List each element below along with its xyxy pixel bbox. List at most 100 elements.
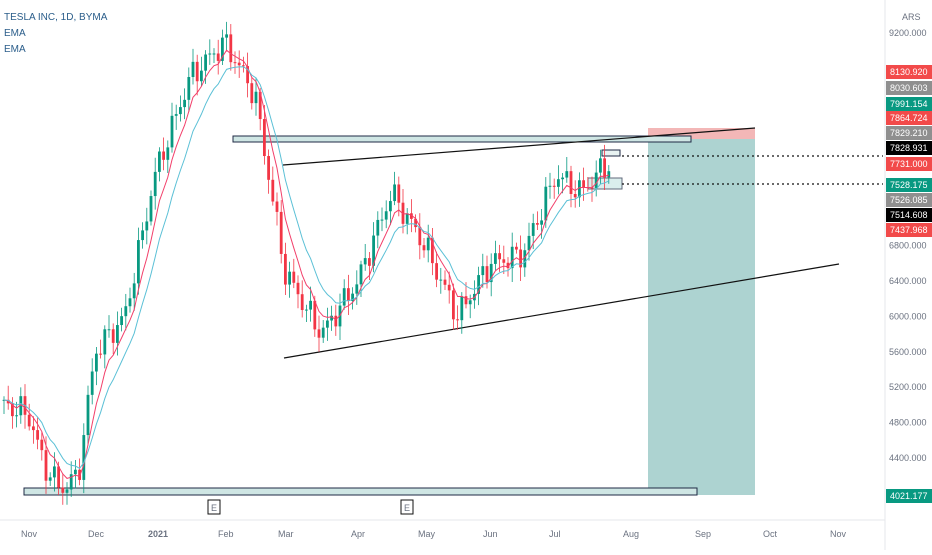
- candle-body: [90, 371, 94, 395]
- candle-body: [544, 186, 548, 221]
- candle-body: [237, 62, 241, 66]
- price-badge-label: 7526.085: [890, 195, 928, 205]
- candle-body: [489, 263, 493, 283]
- candle-body: [536, 223, 539, 225]
- earnings-marker-1-label: E: [211, 503, 217, 513]
- candle-body: [195, 61, 199, 82]
- time-tick-label: Nov: [21, 529, 38, 539]
- candle-body: [431, 237, 434, 264]
- candle-body: [124, 306, 128, 317]
- price-badge: [886, 178, 932, 192]
- candle-body: [36, 430, 39, 440]
- time-labels: Nov Dec 2021 Feb Mar Apr May Jun Jul Aug Sep Oct Nov: [21, 529, 847, 539]
- candle-body: [179, 107, 182, 115]
- support-zone[interactable]: [23, 487, 698, 496]
- candle-body: [460, 296, 464, 321]
- candle-body: [107, 329, 111, 331]
- price-badge-label: 7864.724: [890, 113, 928, 123]
- candle-body: [242, 65, 245, 67]
- candle-body: [309, 300, 312, 310]
- candle-body: [162, 151, 165, 160]
- candle-body: [594, 172, 598, 188]
- candle-body: [422, 245, 426, 251]
- candle-body: [65, 489, 69, 493]
- candle-body: [99, 353, 102, 355]
- candle-body: [485, 266, 489, 283]
- time-tick-label: Apr: [351, 529, 365, 539]
- small-resistance-box[interactable]: [601, 149, 621, 157]
- price-tick-label: 4400.000: [889, 453, 927, 463]
- price-tick-label: 5200.000: [889, 382, 927, 392]
- candle-body: [170, 115, 174, 148]
- candle-body: [191, 61, 195, 77]
- candle-body: [116, 325, 119, 343]
- candle-body: [216, 53, 220, 61]
- candle-body: [103, 329, 107, 355]
- price-tick-label: 6800.000: [889, 241, 927, 251]
- candle-body: [74, 469, 77, 475]
- price-badge: [886, 193, 932, 207]
- resistance-zone[interactable]: [232, 135, 692, 143]
- candle-body: [145, 221, 149, 231]
- candle-body: [519, 249, 522, 268]
- time-tick-label: Sep: [695, 529, 711, 539]
- target-zone[interactable]: [648, 139, 755, 495]
- candle-body: [494, 253, 497, 264]
- ema-slow-line[interactable]: [3, 66, 610, 469]
- upper-trendline[interactable]: [282, 127, 756, 166]
- candle-body: [183, 99, 186, 108]
- candle-body: [347, 288, 350, 302]
- candle-body: [355, 284, 359, 294]
- candle-body: [321, 327, 325, 338]
- candle-body: [69, 474, 73, 490]
- candle-body: [271, 179, 275, 202]
- chart-legend: TESLA INC, 1D, BYMA EMA EMA: [4, 10, 107, 58]
- candle-body: [82, 435, 86, 480]
- candle-body: [540, 220, 543, 225]
- candle-body: [275, 201, 279, 212]
- price-badge-label: 7514.608: [890, 210, 928, 220]
- candle-body: [317, 329, 321, 338]
- candle-body: [32, 426, 35, 431]
- candle-body: [561, 177, 564, 180]
- candle-body: [565, 171, 569, 178]
- time-tick-label: Oct: [763, 529, 778, 539]
- indicator-ema-2[interactable]: EMA: [4, 44, 26, 55]
- candle-body: [225, 34, 228, 38]
- candle-body: [254, 91, 258, 104]
- candle-body: [300, 294, 304, 311]
- candle-body: [384, 211, 388, 220]
- lower-trendline[interactable]: [283, 263, 840, 359]
- candle-body: [548, 185, 552, 187]
- earnings-marker-2[interactable]: E: [400, 499, 414, 515]
- candle-body: [414, 218, 417, 228]
- candle-body: [174, 114, 178, 116]
- candle-body: [405, 213, 409, 224]
- earnings-marker-2-label: E: [404, 503, 410, 513]
- candle-body: [250, 83, 254, 104]
- candle-body: [158, 151, 161, 172]
- candle-body: [363, 258, 367, 265]
- candle-body: [582, 180, 585, 188]
- candle-body: [578, 180, 581, 198]
- time-tick-label: May: [418, 529, 436, 539]
- candle-body: [464, 296, 468, 305]
- stop-zone[interactable]: [648, 128, 755, 139]
- ema-fast-line[interactable]: [3, 49, 609, 479]
- entry-box[interactable]: [587, 177, 623, 190]
- candle-body: [393, 184, 396, 202]
- price-badges: 8130.920 8030.603 7991.154 7864.724 7829.210…: [886, 65, 932, 503]
- indicator-ema-1[interactable]: EMA: [4, 28, 26, 39]
- candle-body: [523, 250, 527, 268]
- price-ticks: 9200.000 6800.000 6400.000 6000.000 5600.000…: [889, 28, 927, 463]
- time-tick-label: Mar: [278, 529, 294, 539]
- time-tick-label: Dec: [88, 529, 105, 539]
- candle-body: [149, 196, 153, 222]
- candle-body: [279, 211, 283, 254]
- earnings-marker-1[interactable]: E: [207, 499, 221, 515]
- price-badge-label: 8130.920: [890, 67, 928, 77]
- symbol-title: TESLA INC, 1D, BYMA: [4, 12, 108, 23]
- candle-body: [200, 70, 203, 82]
